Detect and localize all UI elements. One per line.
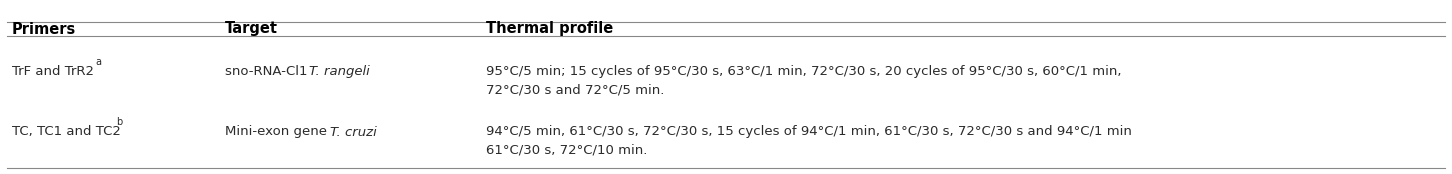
Text: a: a bbox=[96, 57, 102, 68]
Text: TC, TC1 and TC2: TC, TC1 and TC2 bbox=[12, 125, 121, 139]
Text: 72°C/30 s and 72°C/5 min.: 72°C/30 s and 72°C/5 min. bbox=[486, 84, 665, 97]
Text: Mini-exon gene: Mini-exon gene bbox=[225, 125, 331, 139]
Text: sno-RNA-Cl1: sno-RNA-Cl1 bbox=[225, 65, 312, 78]
Text: T. cruzi: T. cruzi bbox=[330, 125, 376, 139]
Text: 95°C/5 min; 15 cycles of 95°C/30 s, 63°C/1 min, 72°C/30 s, 20 cycles of 95°C/30 : 95°C/5 min; 15 cycles of 95°C/30 s, 63°C… bbox=[486, 65, 1122, 78]
Text: b: b bbox=[116, 117, 122, 127]
Text: TrF and TrR2: TrF and TrR2 bbox=[12, 65, 93, 78]
Text: Thermal profile: Thermal profile bbox=[486, 22, 614, 37]
Text: Target: Target bbox=[225, 22, 279, 37]
Text: Primers: Primers bbox=[12, 22, 76, 37]
Text: 94°C/5 min, 61°C/30 s, 72°C/30 s, 15 cycles of 94°C/1 min, 61°C/30 s, 72°C/30 s : 94°C/5 min, 61°C/30 s, 72°C/30 s, 15 cyc… bbox=[486, 125, 1133, 139]
Text: T. rangeli: T. rangeli bbox=[309, 65, 369, 78]
Text: 61°C/30 s, 72°C/10 min.: 61°C/30 s, 72°C/10 min. bbox=[486, 144, 648, 156]
